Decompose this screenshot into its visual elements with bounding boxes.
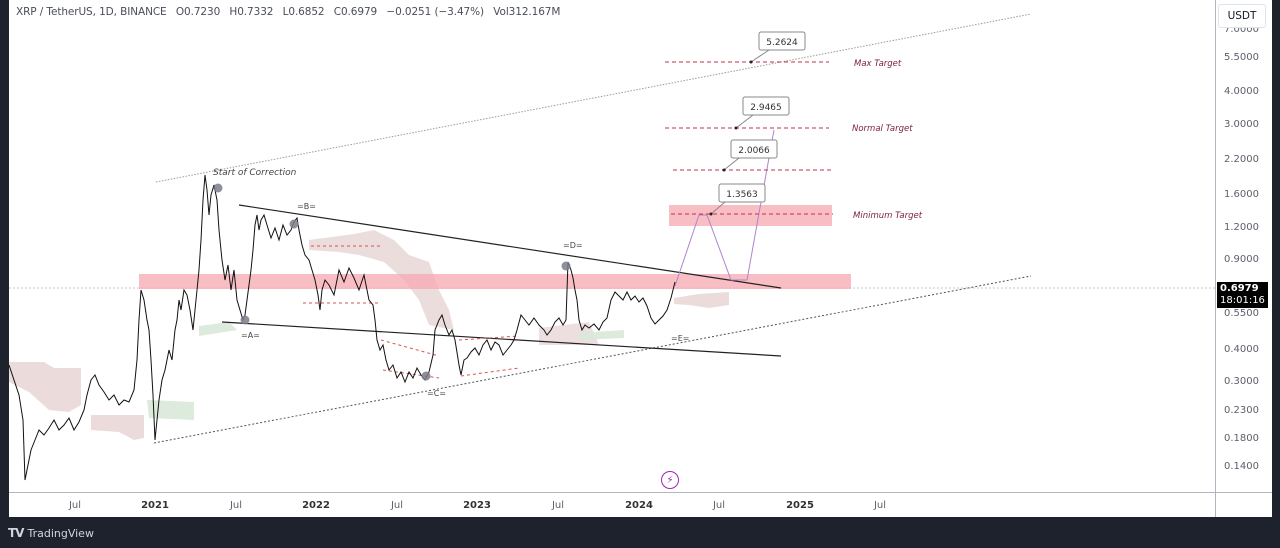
wave-e-label: =E= — [671, 334, 689, 343]
time-tick: 2025 — [786, 500, 814, 511]
ohlc-low: L0.6852 — [282, 6, 325, 18]
price-tick: 5.5000 — [1224, 52, 1259, 63]
time-tick: Jul — [712, 500, 726, 511]
time-tick: 2023 — [463, 500, 491, 511]
symbol-legend[interactable]: XRP / TetherUS, 1D, BINANCE O0.7230 H0.7… — [16, 6, 566, 18]
start-of-correction-label: Start of Correction — [213, 168, 297, 178]
price-tick: 1.2000 — [1224, 222, 1259, 233]
time-tick: Jul — [229, 500, 243, 511]
price-tick: 3.0000 — [1224, 119, 1259, 130]
wave-b-label: =B= — [297, 202, 316, 211]
time-tick: 2024 — [625, 500, 653, 511]
last-price-value: 0.6979 — [1220, 283, 1259, 294]
svg-text:2.0066: 2.0066 — [738, 146, 770, 156]
normal-target-label: Normal Target — [852, 124, 913, 134]
lower-channel-line[interactable] — [153, 275, 1032, 444]
last-price-badge: 0.6979 18:01:16 — [1217, 282, 1268, 308]
ohlc-close: C0.6979 — [333, 6, 378, 18]
price-change: −0.0251 (−3.47%) — [386, 6, 484, 18]
minimum-target-zone[interactable] — [669, 205, 832, 226]
resistance-zone[interactable] — [139, 274, 851, 289]
target-lines[interactable] — [665, 61, 833, 215]
time-tick: Jul — [68, 500, 82, 511]
price-axis[interactable]: 7.0000 5.5000 4.0000 3.0000 2.2000 1.600… — [1215, 0, 1272, 516]
price-tick: 2.2000 — [1224, 154, 1259, 165]
upper-wedge-line[interactable] — [238, 204, 782, 289]
volume: Vol312.167M — [493, 6, 561, 18]
wave-pivot-markers — [213, 183, 571, 381]
upper-channel-line[interactable] — [155, 13, 1032, 183]
time-tick: 2022 — [302, 500, 330, 511]
wave-d-label: =D= — [563, 241, 583, 250]
price-tick: 1.6000 — [1224, 189, 1259, 200]
price-tick: 0.1800 — [1224, 433, 1259, 444]
time-tick: Jul — [873, 500, 887, 511]
price-line — [9, 174, 676, 481]
tradingview-logo-icon: TV — [8, 526, 25, 540]
callout-normal[interactable]: 2.9465 — [734, 96, 790, 130]
price-tick: 7.0000 — [1224, 24, 1259, 35]
ohlc-high: H0.7332 — [229, 6, 274, 18]
axis-corner — [1215, 492, 1272, 517]
lightning-event-icon[interactable]: ⚡ — [661, 471, 679, 489]
symbol-title[interactable]: XRP / TetherUS, 1D, BINANCE — [16, 6, 167, 18]
price-tick: 4.0000 — [1224, 86, 1259, 97]
chart-pane[interactable] — [9, 0, 1271, 516]
minimum-target-label: Minimum Target — [853, 211, 923, 221]
price-chart-plot[interactable]: Start of Correction =B= =A= =C= =D= =E= … — [9, 0, 1215, 492]
max-target-label: Max Target — [854, 59, 902, 69]
currency-selector-button[interactable]: USDT — [1218, 4, 1266, 28]
callout-min[interactable]: 1.3563 — [709, 183, 766, 216]
callout-mid[interactable]: 2.0066 — [722, 139, 778, 172]
time-tick: 2021 — [141, 500, 169, 511]
svg-text:5.2624: 5.2624 — [766, 38, 798, 48]
ohlc-open: O0.7230 — [175, 6, 221, 18]
ichimoku-cloud — [9, 230, 729, 440]
price-tick: 0.5500 — [1224, 308, 1259, 319]
price-tick: 0.9000 — [1224, 254, 1259, 265]
callout-max[interactable]: 5.2624 — [749, 31, 806, 64]
price-tick: 0.1400 — [1224, 461, 1259, 472]
bar-countdown: 18:01:16 — [1220, 295, 1265, 306]
price-tick: 0.3000 — [1224, 376, 1259, 387]
brand-name: TradingView — [27, 526, 94, 540]
time-tick: Jul — [551, 500, 565, 511]
lower-wedge-line[interactable] — [221, 321, 782, 357]
time-tick: Jul — [390, 500, 404, 511]
sub-wave-dashed-lines — [303, 245, 520, 379]
wave-c-label: =C= — [427, 389, 446, 398]
price-tick: 0.4000 — [1224, 344, 1259, 355]
time-axis[interactable]: Jul 2021 Jul 2022 Jul 2023 Jul 2024 Jul … — [9, 492, 1215, 517]
projection-path[interactable] — [674, 129, 775, 287]
svg-text:1.3563: 1.3563 — [726, 190, 758, 200]
svg-text:2.9465: 2.9465 — [750, 103, 782, 113]
wave-a-label: =A= — [241, 331, 260, 340]
price-tick: 0.2300 — [1224, 405, 1259, 416]
footer-branding[interactable]: TV TradingView — [8, 524, 94, 542]
